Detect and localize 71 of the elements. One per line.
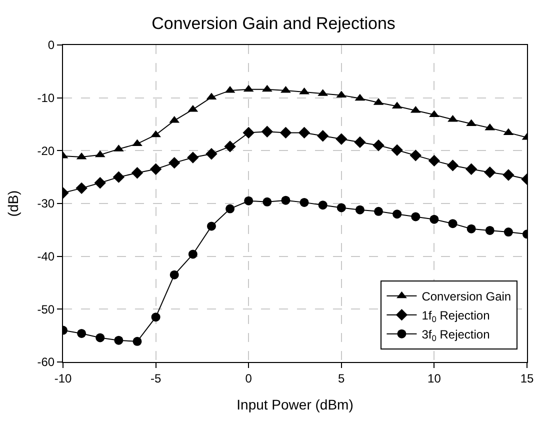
x-tick-label: -5 [150, 371, 162, 386]
x-tick-label: 15 [520, 371, 534, 386]
point [502, 169, 514, 181]
point [94, 177, 106, 189]
point [298, 126, 310, 139]
point [112, 171, 125, 183]
point [392, 210, 402, 219]
point [448, 114, 458, 122]
y-tick-label: -20 [37, 144, 55, 158]
y-axis-title: (dB) [4, 190, 21, 217]
chart-title: Conversion Gain and Rejections [152, 14, 396, 33]
point [226, 204, 235, 214]
point [132, 139, 142, 146]
y-tick-label: -40 [37, 250, 55, 264]
x-axis-title: Input Power (dBm) [236, 396, 354, 413]
point [372, 140, 384, 152]
point [76, 182, 88, 194]
point [262, 197, 272, 206]
point [131, 167, 144, 179]
point [318, 200, 328, 210]
point [261, 126, 274, 138]
point [428, 154, 440, 167]
point [206, 222, 216, 231]
point [336, 133, 348, 145]
x-tick-label: 5 [338, 371, 346, 386]
point [504, 228, 513, 237]
point [448, 219, 458, 228]
point [151, 312, 160, 322]
point [206, 148, 218, 160]
point [114, 336, 124, 345]
y-tick-label: -60 [37, 355, 55, 370]
point [484, 166, 496, 178]
point [430, 214, 439, 224]
point [280, 126, 292, 139]
point [374, 206, 384, 216]
y-tick-label: 0 [48, 38, 55, 52]
point [132, 336, 142, 346]
point [300, 198, 309, 207]
point [77, 328, 86, 338]
point [355, 205, 364, 214]
point [280, 86, 291, 93]
point [170, 270, 179, 280]
point [316, 130, 329, 142]
point [354, 136, 366, 148]
point [187, 152, 199, 164]
x-tick-label: -10 [54, 371, 72, 386]
point [465, 163, 478, 176]
point [466, 224, 476, 234]
y-tick-label: -50 [37, 302, 55, 316]
point [336, 203, 346, 212]
y-tick-label: -30 [37, 196, 55, 211]
point [168, 156, 180, 169]
point [391, 144, 403, 156]
legend-label: 3f$_{0}$ Rejection [422, 328, 490, 344]
x-tick-label: 0 [245, 371, 252, 386]
y-tick-label: -10 [37, 91, 55, 106]
point [281, 196, 290, 205]
point [410, 150, 422, 162]
legend-label: 1f$_{0}$ Rejection [422, 308, 490, 324]
point [244, 196, 254, 206]
point [96, 333, 105, 342]
point [411, 212, 420, 222]
point [224, 140, 236, 152]
point [485, 226, 494, 235]
point [150, 130, 161, 138]
point [188, 250, 198, 259]
legend-label: Conversion Gain [422, 290, 512, 304]
point [446, 160, 459, 172]
point [150, 163, 162, 176]
point [242, 126, 254, 139]
x-tick-label: 10 [428, 371, 442, 386]
